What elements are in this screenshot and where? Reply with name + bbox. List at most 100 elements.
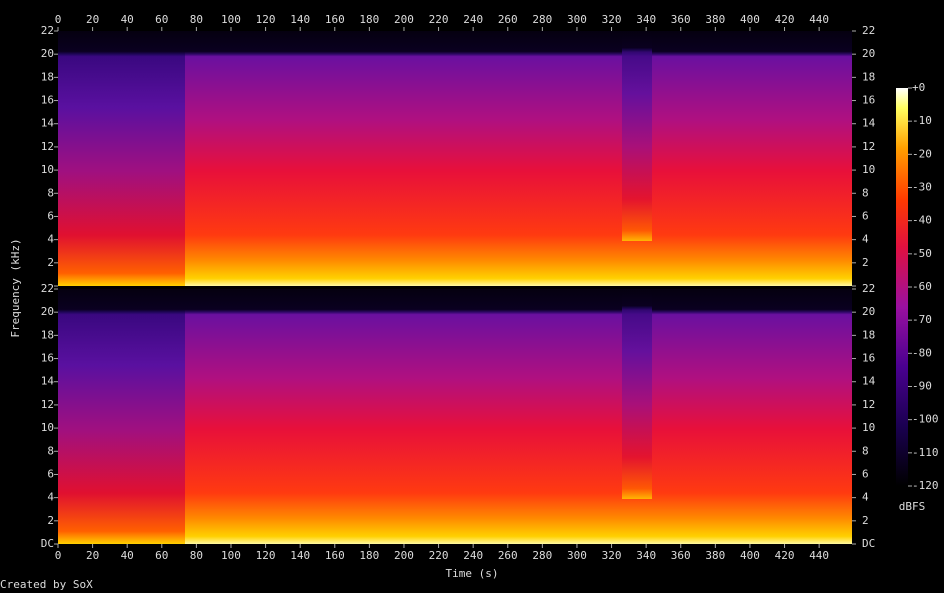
x-tick-label: 60 (155, 549, 168, 562)
colorbar-tick-label: -60 (912, 280, 932, 293)
y-tick-label: 22 (41, 24, 54, 37)
y-tick-label: 10 (41, 163, 54, 176)
y-tick-label: 8 (862, 186, 869, 199)
y-tick-label: 4 (862, 233, 869, 246)
colorbar (896, 88, 908, 486)
y-tick-label: 22 (862, 282, 875, 295)
y-tick-label: 14 (41, 117, 55, 130)
y-tick-label: 6 (47, 467, 54, 480)
x-tick-label: 200 (394, 13, 414, 26)
y-tick-label: 8 (862, 444, 869, 457)
y-tick-label: 22 (41, 282, 54, 295)
x-tick-label: 340 (636, 13, 656, 26)
y-tick-label: 6 (862, 467, 869, 480)
colorbar-label: dBFS (899, 500, 926, 513)
x-tick-label: 100 (221, 13, 241, 26)
colorbar-tick-label: -50 (912, 247, 932, 260)
colorbar-tick-label: -10 (912, 114, 932, 127)
colorbar-tick-label: -70 (912, 313, 932, 326)
x-axis-label: Time (s) (446, 567, 499, 580)
y-tick-label: 4 (47, 491, 54, 504)
x-tick-label: 40 (121, 549, 134, 562)
x-tick-label: 0 (55, 549, 62, 562)
spectrogram-lower (58, 289, 852, 544)
y-tick-label: 18 (41, 328, 54, 341)
x-tick-label: 380 (705, 549, 725, 562)
y-tick-label: 4 (47, 233, 54, 246)
colorbar-tick-label: -100 (912, 413, 939, 426)
x-tick-label: 320 (602, 13, 622, 26)
x-tick-label: 180 (359, 549, 379, 562)
x-tick-label: 140 (290, 13, 310, 26)
x-tick-label: 120 (256, 13, 276, 26)
y-tick-label: 18 (862, 70, 875, 83)
x-tick-label: 400 (740, 13, 760, 26)
colorbar-tick-label: -110 (912, 446, 939, 459)
y-tick-label: 20 (862, 305, 875, 318)
x-tick-label: 100 (221, 549, 241, 562)
colorbar-tick-label: -120 (912, 479, 939, 492)
x-tick-label: 440 (809, 13, 829, 26)
x-tick-label: 300 (567, 549, 587, 562)
y-tick-label: 14 (862, 117, 876, 130)
x-tick-label: 140 (290, 549, 310, 562)
x-tick-label: 240 (463, 13, 483, 26)
y-tick-label: 6 (862, 209, 869, 222)
x-tick-label: 200 (394, 549, 414, 562)
y-tick-label: 22 (862, 24, 875, 37)
colorbar-tick-label: +0 (912, 81, 925, 94)
y-tick-label: 16 (41, 352, 54, 365)
y-tick-label: 10 (862, 421, 875, 434)
x-tick-label: 40 (121, 13, 134, 26)
y-tick-label: 12 (41, 398, 54, 411)
y-tick-label: 2 (862, 514, 869, 527)
x-tick-label: 120 (256, 549, 276, 562)
x-tick-label: 300 (567, 13, 587, 26)
x-tick-label: 440 (809, 549, 829, 562)
x-tick-label: 260 (498, 13, 518, 26)
x-tick-label: 400 (740, 549, 760, 562)
y-tick-label: 8 (47, 444, 54, 457)
y-tick-label: 12 (862, 140, 875, 153)
x-tick-label: 20 (86, 549, 99, 562)
y-tick-label: 16 (862, 94, 875, 107)
x-tick-label: 240 (463, 549, 483, 562)
x-tick-label: 360 (671, 549, 691, 562)
colorbar-tick-label: -30 (912, 181, 932, 194)
y-tick-label: 4 (862, 491, 869, 504)
x-tick-label: 340 (636, 549, 656, 562)
y-tick-label: DC (41, 537, 54, 550)
y-tick-label: 12 (41, 140, 54, 153)
x-tick-label: 360 (671, 13, 691, 26)
x-tick-label: 420 (775, 13, 795, 26)
spectrogram-upper (58, 31, 852, 286)
y-tick-label: 10 (862, 163, 875, 176)
credit: Created by SoX (0, 578, 93, 591)
x-tick-label: 380 (705, 13, 725, 26)
y-tick-label: 8 (47, 186, 54, 199)
y-tick-label: 16 (862, 352, 875, 365)
y-tick-label: 2 (47, 514, 54, 527)
x-tick-label: 320 (602, 549, 622, 562)
x-tick-label: 220 (429, 549, 449, 562)
x-tick-label: 420 (775, 549, 795, 562)
y-tick-label: 10 (41, 421, 54, 434)
y-tick-label: 18 (862, 328, 875, 341)
x-tick-label: 20 (86, 13, 99, 26)
y-tick-label: 14 (41, 375, 55, 388)
colorbar-tick-label: -40 (912, 214, 932, 227)
y-tick-label: 18 (41, 70, 54, 83)
x-tick-label: 220 (429, 13, 449, 26)
x-tick-label: 60 (155, 13, 168, 26)
x-tick-label: 260 (498, 549, 518, 562)
colorbar-tick-label: -80 (912, 346, 932, 359)
y-tick-label: 20 (41, 305, 54, 318)
y-tick-label: DC (862, 537, 875, 550)
x-tick-label: 280 (532, 13, 552, 26)
y-tick-label: 20 (862, 47, 875, 60)
colorbar-tick-label: -90 (912, 380, 932, 393)
y-tick-label: 2 (862, 256, 869, 269)
y-tick-label: 2 (47, 256, 54, 269)
